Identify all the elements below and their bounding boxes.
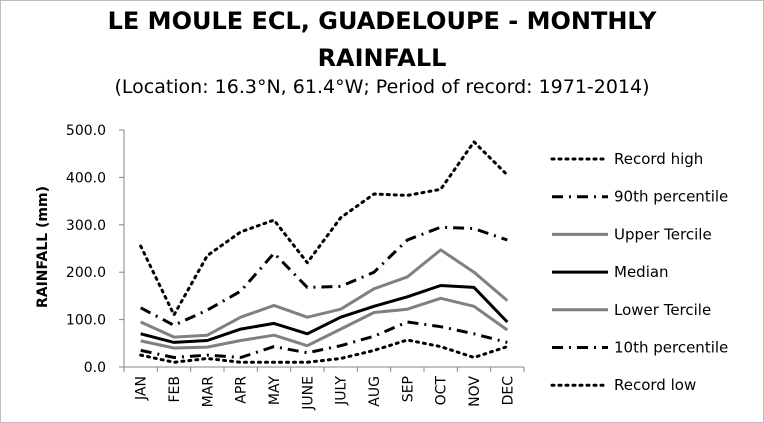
x-tick-label: JULY <box>334 376 350 406</box>
x-tick-label: APR <box>234 376 250 404</box>
legend-label-lower-tercile: Lower Tercile <box>614 301 711 319</box>
legend-label-median: Median <box>614 263 669 281</box>
y-tick-label: 500.0 <box>66 123 106 139</box>
x-tick-label: JUNE <box>300 376 316 411</box>
y-tick-label: 200.0 <box>66 265 106 281</box>
x-tick-label: JAN <box>134 376 150 401</box>
chart-subtitle: (Location: 16.3°N, 61.4°W; Period of rec… <box>114 76 650 98</box>
legend-label-90th-percentile: 90th percentile <box>614 188 728 206</box>
legend-label-record-high: Record high <box>614 150 703 168</box>
x-tick-label: NOV <box>467 376 483 407</box>
series-line-record-high <box>139 140 509 317</box>
series-line-upper-tercile <box>140 248 509 339</box>
series-line-median <box>140 284 509 344</box>
x-tick-label: SEP <box>400 376 416 402</box>
axes: 0.0 100.0 200.0 300.0 400.0 500.0 JAN FEB MAR APR… <box>66 123 525 411</box>
legend: Record high 90th percentile Upper Tercile M… <box>550 150 728 394</box>
x-tick-label: FEB <box>167 376 183 403</box>
y-tick-label: 100.0 <box>66 313 106 329</box>
y-tick-label: 300.0 <box>66 218 106 234</box>
x-tick-label: MAY <box>267 376 283 406</box>
chart-title-line-1: LE MOULE ECL, GUADELOUPE - MONTHLY <box>107 7 657 35</box>
series-layer <box>139 140 509 364</box>
y-tick-label: 0.0 <box>84 360 106 376</box>
legend-label-10th-percentile: 10th percentile <box>614 339 728 357</box>
x-tick-label: MAR <box>200 376 216 408</box>
x-tick-label: AUG <box>367 376 383 407</box>
legend-label-upper-tercile: Upper Tercile <box>614 225 712 243</box>
series-line-90th-percentile <box>140 225 508 327</box>
legend-label-record-low: Record low <box>614 376 696 394</box>
y-axis-label: RAINFALL (mm) <box>35 186 51 308</box>
series-line-lower-tercile <box>140 296 509 350</box>
x-tick-label: DEC <box>500 376 516 406</box>
x-tick-label: OCT <box>434 376 450 406</box>
y-tick-label: 400.0 <box>66 170 106 186</box>
chart-title-line-2: RAINFALL <box>317 44 447 72</box>
series-line-record-low <box>139 338 509 364</box>
